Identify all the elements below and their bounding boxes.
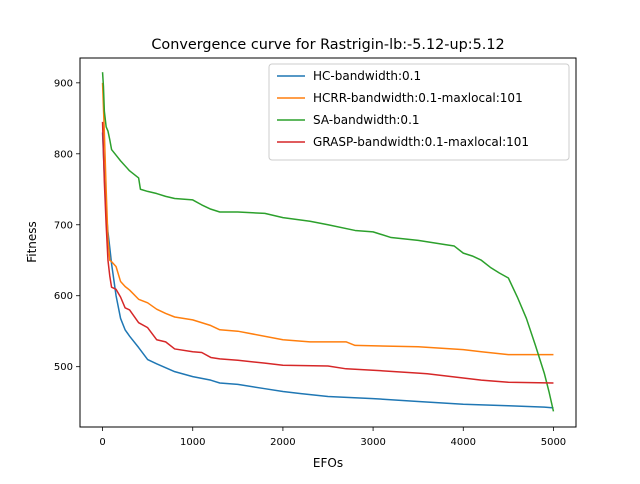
x-tick-label: 3000 — [360, 437, 385, 448]
y-tick-label: 500 — [54, 362, 73, 373]
x-tick-label: 0 — [99, 437, 105, 448]
legend-box — [268, 63, 570, 161]
y-axis-label: Fitness — [25, 221, 39, 263]
plot-frame — [79, 57, 577, 428]
series-line-1 — [101, 132, 554, 409]
y-tick-label: 600 — [54, 291, 73, 302]
legend-label-4: GRASP-bandwidth:0.1-maxlocal:101 — [313, 135, 529, 149]
x-tick-label: 2000 — [270, 437, 295, 448]
x-tick-label: 4000 — [451, 437, 476, 448]
series-line-3 — [101, 72, 555, 412]
x-tick-label: 5000 — [541, 437, 566, 448]
series-layer — [101, 72, 555, 412]
legend: HC-bandwidth:0.1 HCRR-bandwidth:0.1-maxlo… — [268, 63, 570, 161]
y-tick-label: 800 — [54, 149, 73, 160]
series-line-2 — [101, 82, 554, 356]
x-tick-label: 1000 — [180, 437, 205, 448]
legend-label-2: HCRR-bandwidth:0.1-maxlocal:101 — [313, 91, 523, 105]
y-tick-label: 900 — [54, 78, 73, 89]
legend-label-1: HC-bandwidth:0.1 — [313, 69, 421, 83]
series-line-4 — [101, 121, 554, 384]
chart-title: Convergence curve for Rastrigin-lb:-5.12… — [151, 37, 504, 53]
y-tick-label: 700 — [54, 220, 73, 231]
y-axis-ticks: 500 600 700 800 900 — [54, 78, 80, 373]
x-axis-ticks: 0 1000 2000 3000 4000 5000 — [99, 427, 566, 448]
x-axis-label: EFOs — [313, 456, 343, 470]
legend-label-3: SA-bandwidth:0.1 — [313, 113, 420, 127]
